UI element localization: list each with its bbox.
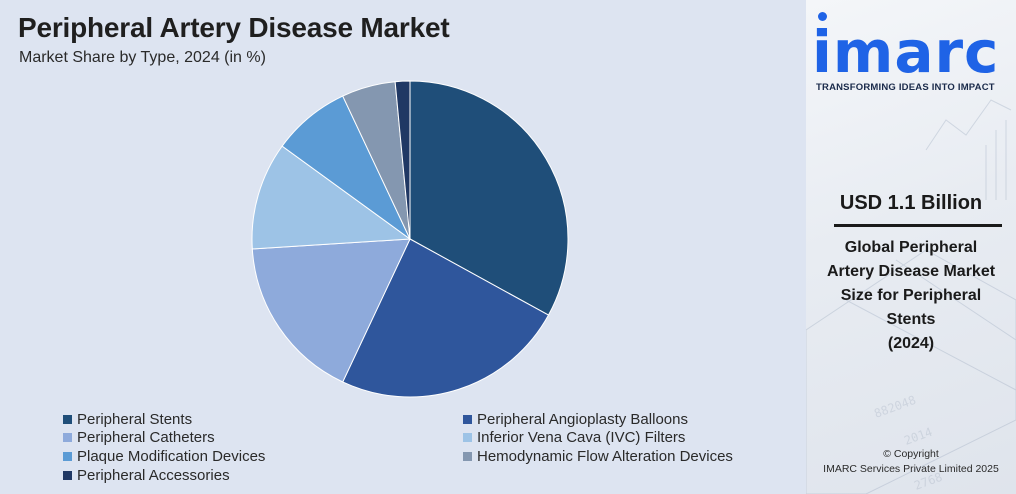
- chart-subtitle: Market Share by Type, 2024 (in %): [19, 49, 266, 66]
- description-line: (2024): [887, 335, 935, 352]
- legend-label: Inferior Vena Cava (IVC) Filters: [477, 429, 686, 447]
- pie-slice-peripheral-accessories: [394, 80, 411, 240]
- legend-item: Peripheral Stents: [63, 410, 463, 429]
- side-panel: 882048 2014 2768 imarc TRANSFORMING IDEA…: [806, 0, 1016, 494]
- divider: [834, 224, 1002, 227]
- pie-chart: [251, 80, 569, 398]
- pie-slice-inferior-vena-cava-ivc-filters: [251, 145, 412, 250]
- market-size-description: Global Peripheral Artery Disease Market …: [806, 236, 1016, 356]
- legend: Peripheral Stents Peripheral Angioplasty …: [63, 410, 783, 484]
- legend-swatch: [63, 433, 72, 443]
- legend-swatch: [63, 470, 72, 480]
- svg-text:2014: 2014: [902, 425, 934, 448]
- legend-item: Peripheral Catheters: [63, 429, 463, 448]
- copyright-line: IMARC Services Private Limited 2025: [823, 463, 999, 475]
- legend-swatch: [63, 451, 72, 461]
- legend-label: Plaque Modification Devices: [77, 447, 266, 465]
- description-line: Artery Disease Market: [826, 263, 996, 280]
- legend-label: Peripheral Stents: [77, 410, 193, 428]
- chart-title: Peripheral Artery Disease Market: [18, 12, 450, 43]
- pie-slice-peripheral-angioplasty-balloons: [342, 238, 550, 398]
- svg-text:882048: 882048: [872, 393, 918, 421]
- imarc-logo: imarc: [812, 18, 1000, 86]
- legend-item: Hemodynamic Flow Alteration Devices: [463, 447, 783, 466]
- legend-label: Peripheral Catheters: [77, 429, 215, 447]
- description-line: Global Peripheral: [844, 239, 978, 256]
- legend-swatch: [463, 414, 472, 424]
- legend-item: Peripheral Accessories: [63, 466, 463, 485]
- legend-item: Plaque Modification Devices: [63, 447, 463, 466]
- tagline: TRANSFORMING IDEAS INTO IMPACT: [816, 82, 995, 93]
- pie-slice-peripheral-stents: [409, 80, 569, 316]
- legend-swatch: [463, 451, 472, 461]
- chart-panel: Peripheral Artery Disease Market Market …: [18, 12, 783, 484]
- copyright-line: © Copyright: [883, 448, 939, 460]
- legend-label: Peripheral Accessories: [77, 466, 230, 484]
- market-size-value: USD 1.1 Billion: [839, 192, 983, 214]
- background-decoration: 882048 2014 2768: [806, 99, 1016, 494]
- description-line: Size for Peripheral: [840, 287, 982, 304]
- description-line: Stents: [886, 311, 936, 328]
- legend-item: Peripheral Angioplasty Balloons: [463, 410, 783, 429]
- legend-label: Peripheral Angioplasty Balloons: [477, 410, 688, 428]
- legend-swatch: [463, 433, 472, 443]
- logo-dot: [818, 12, 827, 21]
- copyright: © Copyright IMARC Services Private Limit…: [806, 447, 1016, 477]
- legend-swatch: [63, 414, 72, 424]
- legend-label: Hemodynamic Flow Alteration Devices: [477, 447, 733, 465]
- legend-item: Inferior Vena Cava (IVC) Filters: [463, 429, 783, 448]
- pie-slice-peripheral-catheters: [251, 238, 411, 383]
